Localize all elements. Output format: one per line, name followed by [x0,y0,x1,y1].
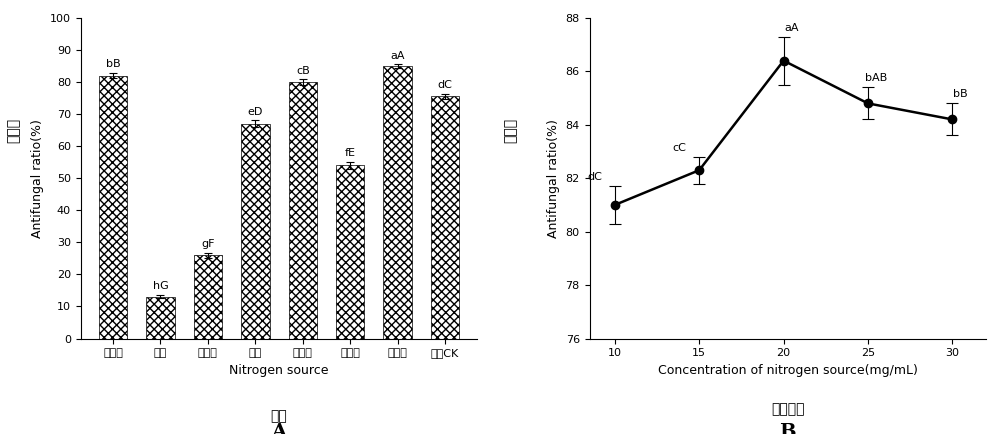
Y-axis label: Antifungal ratio(%): Antifungal ratio(%) [31,119,44,238]
Text: bB: bB [106,59,120,69]
X-axis label: Nitrogen source: Nitrogen source [229,364,329,377]
Bar [431,96,459,339]
Text: aA: aA [785,23,799,33]
Y-axis label: Antifungal ratio(%): Antifungal ratio(%) [547,119,560,238]
Text: B: B [780,423,796,434]
X-axis label: Concentration of nitrogen source(mg/mL): Concentration of nitrogen source(mg/mL) [658,364,918,377]
Text: bAB: bAB [865,73,888,83]
Text: fE: fE [345,148,356,158]
Bar [146,297,175,339]
Text: 氮源浓度: 氮源浓度 [771,403,805,417]
Bar [241,124,270,339]
Text: 氮源: 氮源 [271,409,287,423]
Text: gF: gF [201,239,215,249]
Text: cB: cB [296,66,310,76]
Bar [336,165,364,339]
Text: bB: bB [953,89,968,99]
Bar [99,76,127,339]
Text: A: A [272,423,287,434]
Text: aA: aA [390,50,405,60]
Text: eD: eD [248,107,263,117]
Bar [289,82,317,339]
Text: 抑菌率: 抑菌率 [503,118,517,143]
Text: dC: dC [438,80,453,90]
Text: dC: dC [587,172,602,182]
Text: 抑菌率: 抑菌率 [6,118,20,143]
Bar [194,255,222,339]
Text: hG: hG [153,281,168,291]
Text: cC: cC [672,143,686,153]
Bar [383,66,412,339]
